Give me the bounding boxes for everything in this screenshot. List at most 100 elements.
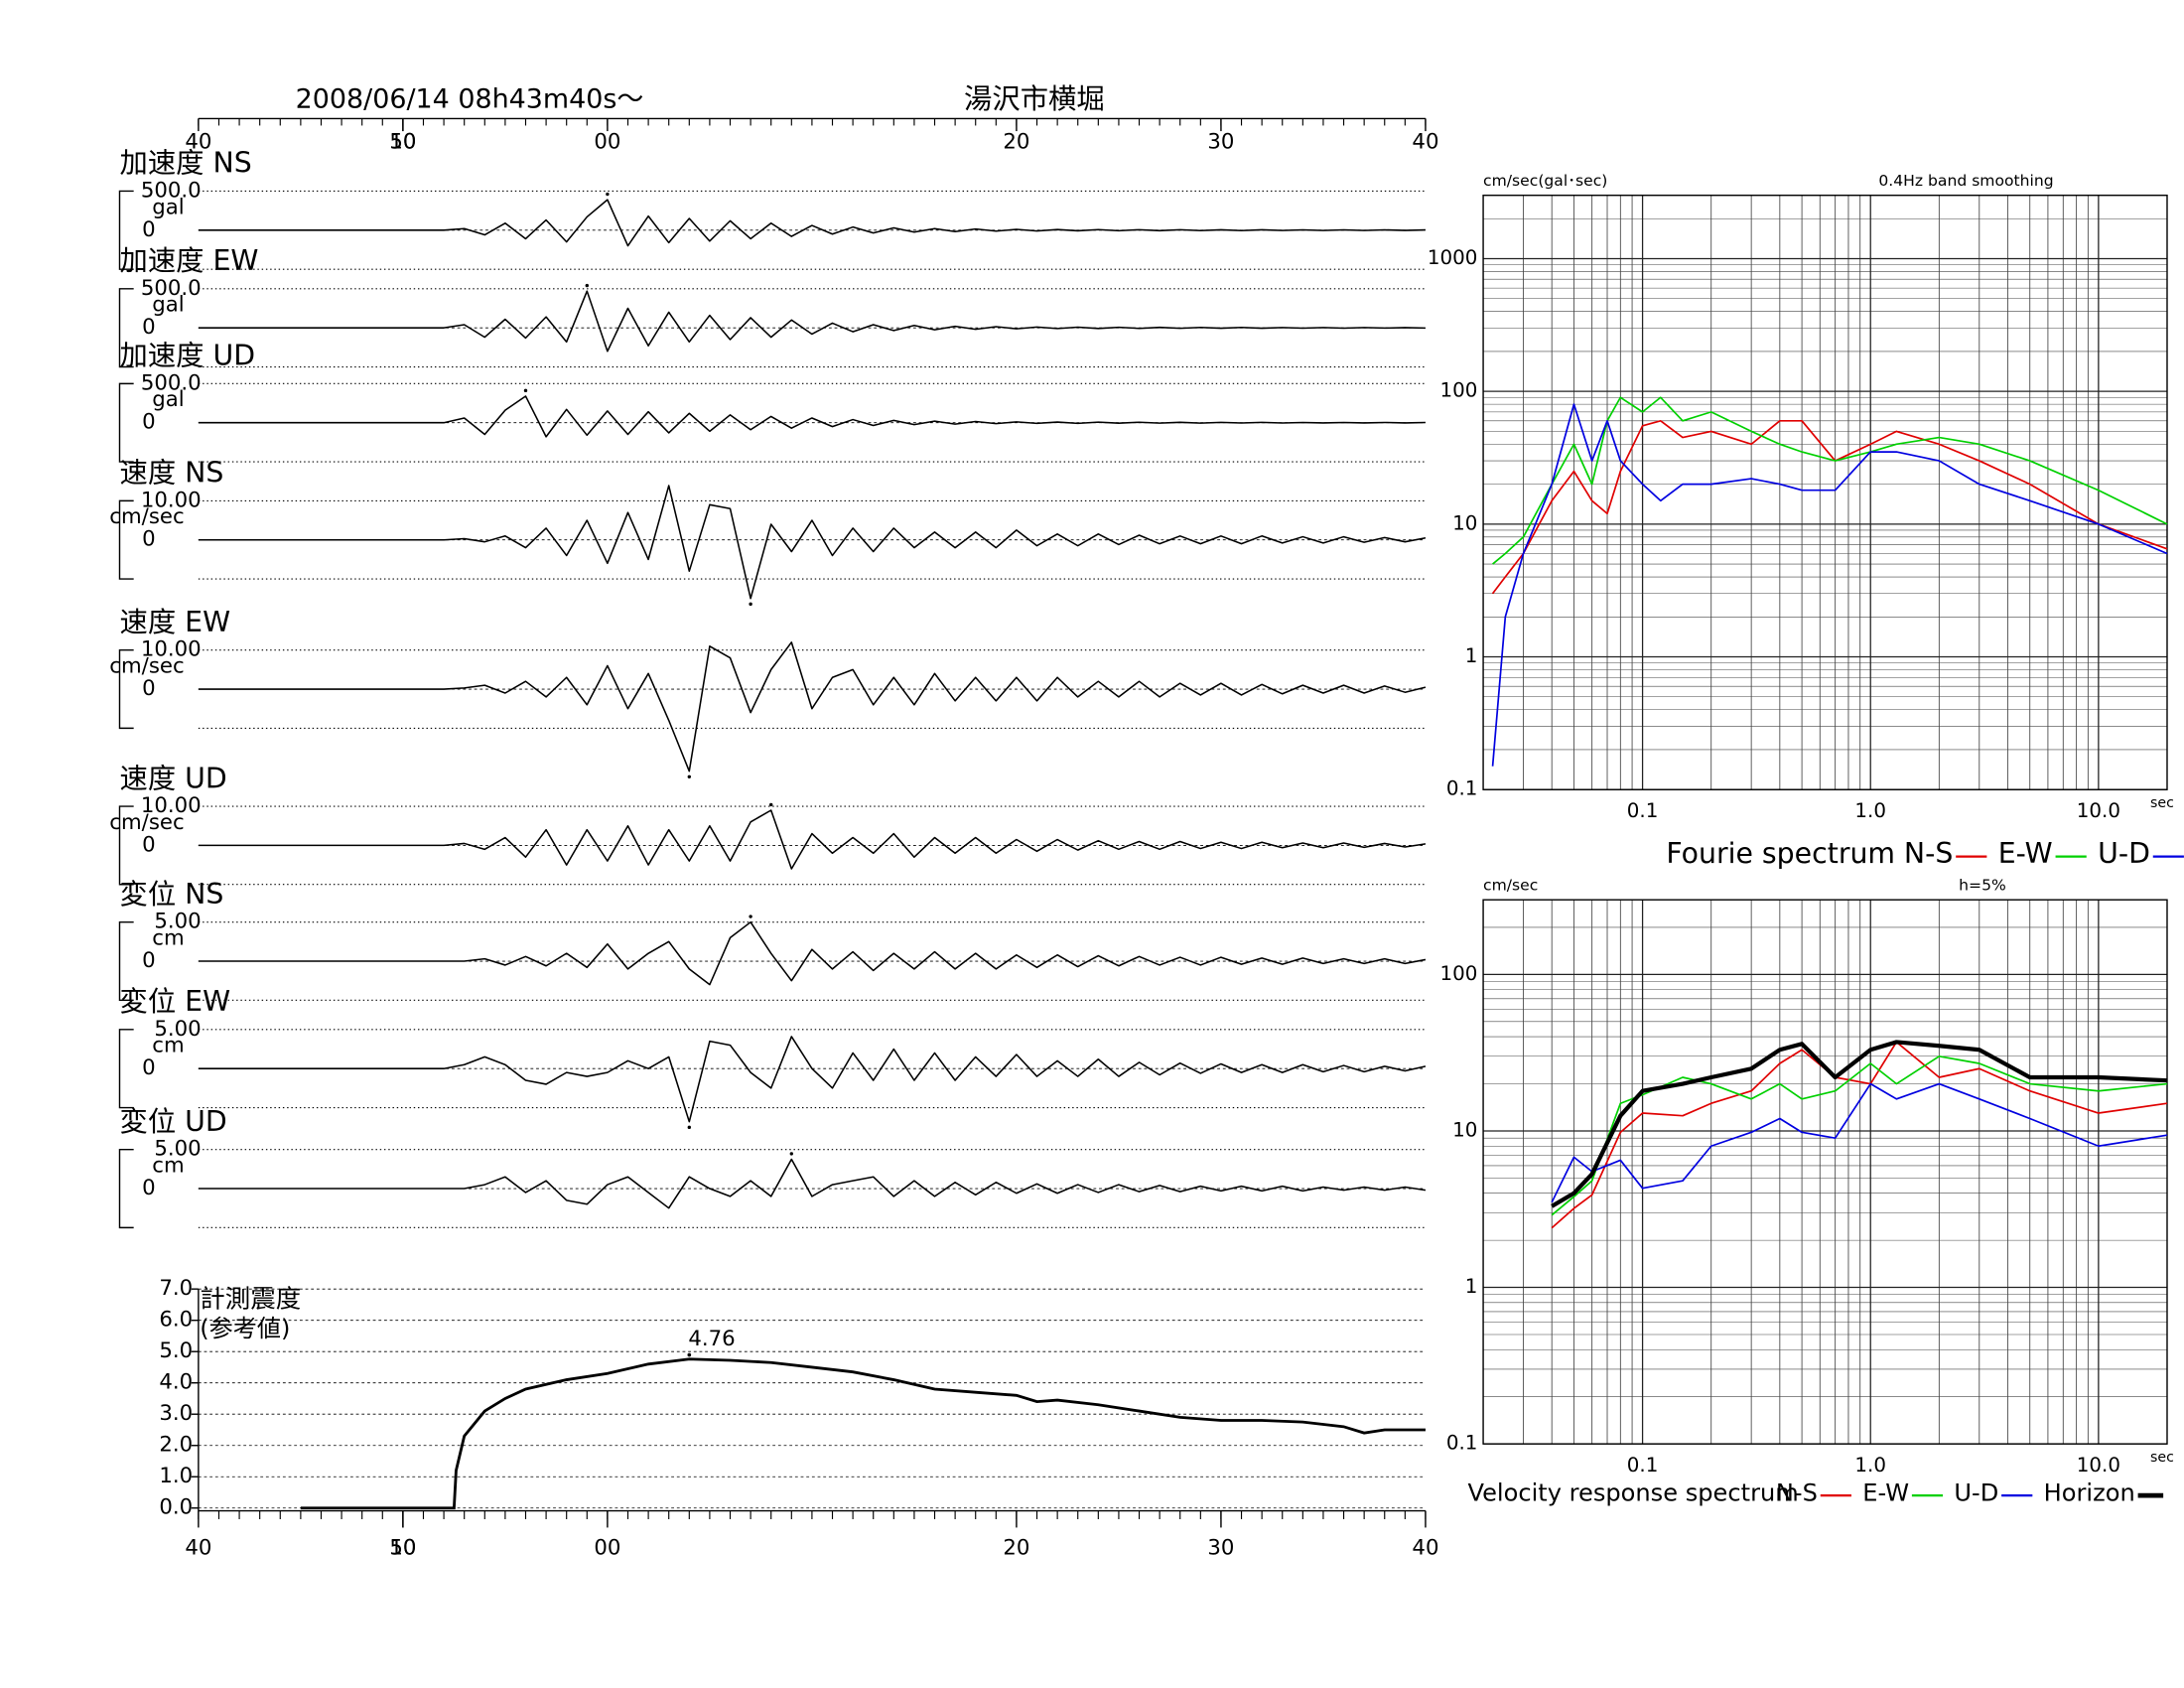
y-tick-label: 5.00 [154, 1016, 201, 1041]
x-tick-label: 30 [1207, 1535, 1234, 1560]
waveform [198, 809, 1427, 870]
y-tick-label: 5.0 [159, 1337, 193, 1362]
x-tick-label: 40 [185, 128, 211, 153]
y-tick-label: 10.00 [141, 792, 202, 817]
y-tick-label: 0.1 [1446, 1432, 1478, 1455]
peak-dot [606, 192, 610, 197]
peak-dot [749, 602, 752, 607]
y-tick-label: 0 [142, 1055, 156, 1079]
y-unit: cm/sec [109, 503, 184, 528]
spectrum-line [1551, 1082, 2168, 1203]
y-tick-label: 10 [1452, 511, 1477, 534]
x-tick-label: 50 [389, 1535, 416, 1560]
spectrum-line [1551, 1041, 2168, 1229]
panel-bracket [118, 288, 134, 368]
y-tick-label: 2.0 [159, 1432, 193, 1457]
spectrum-line [1491, 419, 2168, 595]
peak-dot [687, 1352, 692, 1357]
panel-bracket [118, 382, 134, 463]
y-tick-label: 100 [1440, 962, 1478, 985]
waveform [198, 395, 1426, 438]
y-tick-label: 0 [142, 216, 156, 241]
panel-bracket [118, 190, 134, 270]
x-tick-label: 0.1 [1627, 1454, 1659, 1477]
waveform [198, 1158, 1427, 1209]
x-tick-label: 30 [1207, 128, 1234, 153]
y-tick-label: 0 [142, 526, 156, 551]
y-unit: gal [152, 386, 184, 411]
y-tick-label: 500.0 [141, 178, 202, 203]
legend-label: N-S [1904, 837, 1953, 870]
peak-dot [523, 388, 528, 393]
x-tick-label: 00 [594, 1535, 620, 1560]
x-tick-label: 20 [1003, 128, 1029, 153]
waveform [198, 485, 1427, 600]
legend-label: E-W [1998, 837, 2053, 870]
y-tick-label: 0.0 [159, 1494, 193, 1519]
x-tick-label: 10.0 [2077, 1454, 2120, 1477]
legend-label: U-D [1954, 1479, 1998, 1507]
legend-label: E-W [1862, 1479, 1909, 1507]
peak-dot [687, 774, 692, 778]
chart-title: Velocity response spectrum [1467, 1479, 1798, 1507]
legend-label: Horizon [2044, 1479, 2135, 1507]
panel-bracket [118, 1029, 134, 1109]
y-tick-label: 500.0 [141, 369, 202, 394]
x-tick-label: 1.0 [1854, 799, 1886, 822]
panel-title: 変位 UD [119, 1105, 226, 1138]
chart-subtitle: (参考値) [200, 1315, 290, 1342]
panel-title: 加速度 UD [119, 340, 255, 372]
record-datetime: 2008/06/14 08h43m40s〜 [296, 84, 644, 115]
y-tick-label: 1.0 [159, 1463, 193, 1487]
y-tick-label: 10.00 [141, 636, 202, 661]
y-tick-label: 7.0 [159, 1275, 193, 1300]
y-tick-label: 100 [1440, 379, 1478, 402]
intensity-line [300, 1357, 1426, 1510]
chart-title: Fourie spectrum [1666, 837, 1895, 870]
y-tick-label: 3.0 [159, 1400, 193, 1425]
y-unit: gal [152, 292, 184, 317]
y-tick-label: 0 [142, 314, 156, 339]
spectrum-line [1492, 396, 2168, 565]
legend-label: N-S [1776, 1479, 1818, 1507]
x-axis-label: sec [2150, 795, 2174, 811]
y-unit: cm [152, 1153, 184, 1178]
panel-title: 変位 EW [119, 985, 230, 1018]
y-tick-label: 0.1 [1446, 777, 1478, 800]
chart-title: 計測震度 [200, 1283, 301, 1313]
spectrum-line [1551, 1040, 2168, 1208]
spectrum-line [1551, 1055, 2168, 1216]
y-tick-label: 0 [142, 947, 156, 972]
peak-dot [749, 914, 752, 918]
peak-dot [789, 1152, 794, 1156]
x-tick-label: 50 [389, 128, 416, 153]
station-name: 湯沢市横堀 [964, 82, 1105, 115]
peak-dot [585, 283, 589, 288]
y-unit: cm [152, 1033, 184, 1057]
y-unit: gal [152, 194, 184, 218]
panel-bracket [118, 805, 134, 886]
x-tick-label: 40 [1412, 1535, 1438, 1560]
y-tick-label: 10.00 [141, 487, 202, 511]
spectrum-line [1491, 403, 2168, 767]
x-axis-label: sec [2150, 1450, 2174, 1466]
panel-title: 速度 UD [119, 762, 226, 794]
plot-frame [1482, 899, 2168, 1445]
y-unit: cm/sec [109, 809, 184, 834]
y-tick-label: 1 [1465, 644, 1478, 667]
y-tick-label: 4.0 [159, 1369, 193, 1394]
panel-title: 速度 EW [119, 606, 230, 638]
x-tick-label: 10.0 [2077, 799, 2120, 822]
y-tick-label: 0 [142, 409, 156, 434]
panel-bracket [118, 1148, 134, 1229]
panel-title: 加速度 EW [119, 244, 258, 277]
y-tick-label: 1 [1465, 1275, 1478, 1298]
peak-dot [687, 1125, 692, 1130]
x-tick-label: 40 [185, 1535, 211, 1560]
y-tick-label: 500.0 [141, 275, 202, 300]
y-tick-label: 0 [142, 675, 156, 700]
x-tick-label: 0.1 [1627, 799, 1659, 822]
peak-dot [769, 802, 773, 807]
legend-label: U-D [2098, 837, 2150, 870]
